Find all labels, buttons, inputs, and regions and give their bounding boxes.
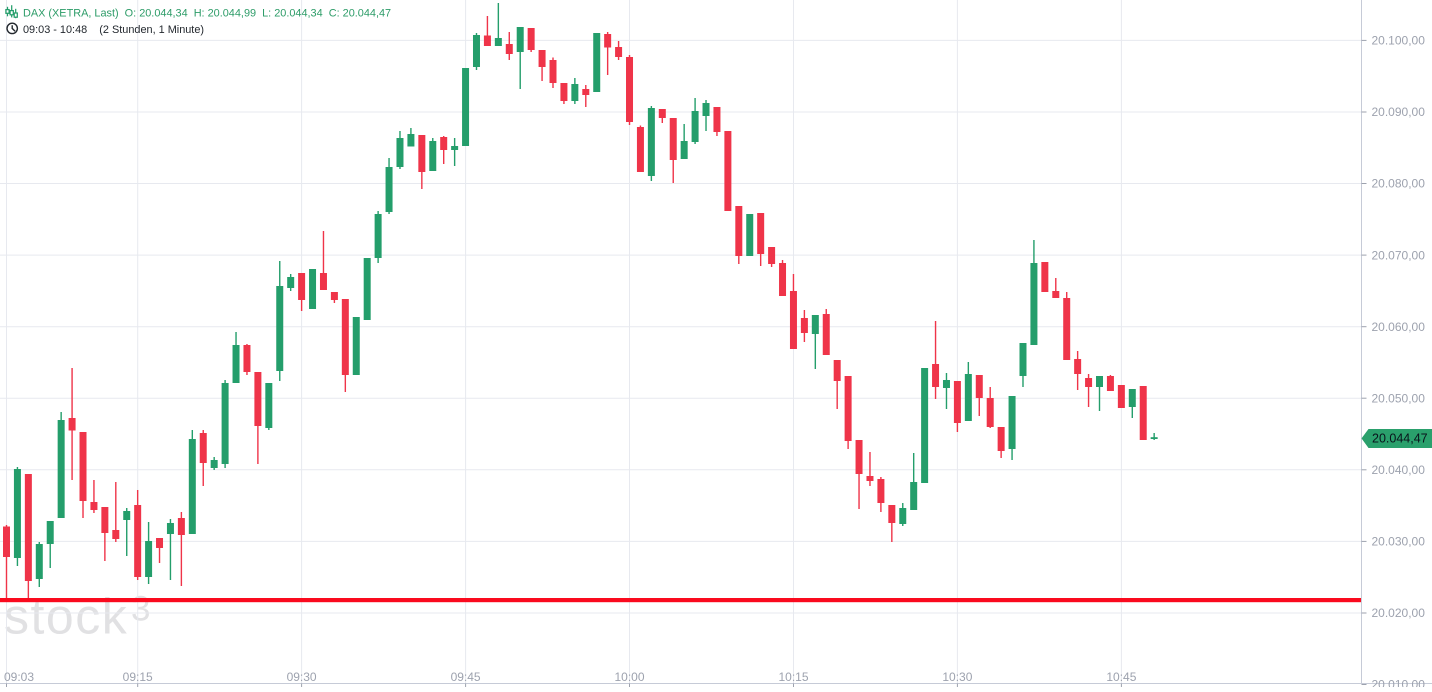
svg-text:stock: stock (4, 589, 128, 645)
svg-text:3: 3 (131, 590, 150, 629)
svg-text:10:15: 10:15 (778, 670, 808, 684)
svg-text:20.030,00: 20.030,00 (1372, 535, 1426, 549)
svg-text:09:15: 09:15 (123, 670, 153, 684)
svg-text:20.010,00: 20.010,00 (1372, 678, 1426, 687)
svg-text:20.040,00: 20.040,00 (1372, 463, 1426, 477)
svg-text:20.080,00: 20.080,00 (1372, 177, 1426, 191)
svg-text:DAX (XETRA, Last) O: 20.044,3: DAX (XETRA, Last) O: 20.044,34 H: 20.044… (23, 8, 391, 20)
svg-text:20.050,00: 20.050,00 (1372, 391, 1426, 405)
svg-text:09:45: 09:45 (451, 670, 481, 684)
svg-text:20.020,00: 20.020,00 (1372, 606, 1426, 620)
svg-text:20.070,00: 20.070,00 (1372, 248, 1426, 262)
svg-text:09:03 - 10:48 (2 Stunden, 1: 09:03 - 10:48 (2 Stunden, 1 Minute) (23, 24, 204, 36)
svg-text:20.044,47: 20.044,47 (1372, 432, 1428, 446)
svg-text:09:30: 09:30 (287, 670, 317, 684)
svg-text:20.100,00: 20.100,00 (1372, 34, 1426, 48)
svg-text:10:00: 10:00 (614, 670, 644, 684)
svg-text:10:30: 10:30 (942, 670, 972, 684)
svg-text:09:03: 09:03 (4, 670, 34, 684)
svg-text:20.060,00: 20.060,00 (1372, 320, 1426, 334)
svg-text:20.090,00: 20.090,00 (1372, 105, 1426, 119)
svg-text:10:45: 10:45 (1106, 670, 1136, 684)
